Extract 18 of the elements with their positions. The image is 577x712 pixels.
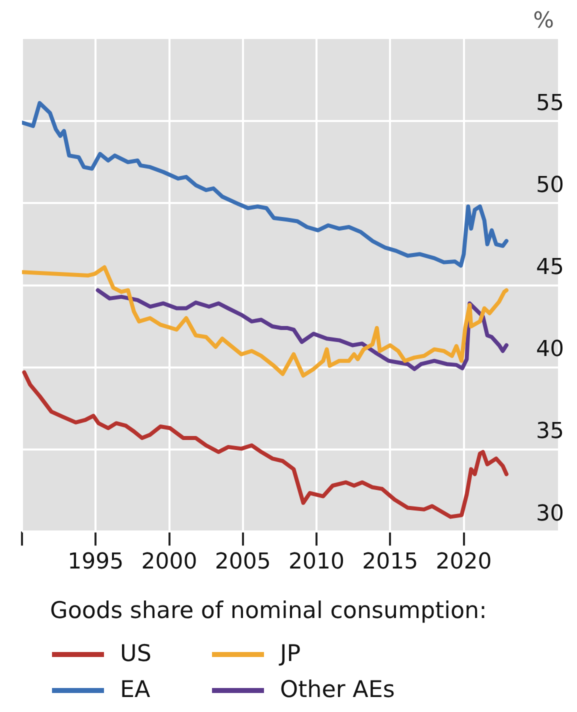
y-tick-label: 35: [536, 419, 564, 444]
legend-label: EA: [120, 677, 150, 703]
legend-title: Goods share of nominal consumption:: [50, 598, 487, 624]
y-tick-label: 55: [536, 90, 564, 116]
x-tick-label: 2020: [436, 550, 492, 575]
x-tick-label: 2015: [362, 550, 418, 575]
y-tick-label: 50: [536, 172, 564, 198]
legend-label: US: [120, 641, 152, 667]
x-tick-label: 2000: [141, 550, 198, 575]
y-tick-label: 45: [536, 255, 564, 280]
legend-label: Other AEs: [280, 677, 395, 703]
y-axis-title: %: [533, 8, 554, 34]
x-tick-label: 2005: [214, 550, 271, 575]
x-tick-label: 2010: [288, 550, 345, 575]
x-tick-label: 1995: [68, 550, 124, 575]
legend-label: JP: [280, 641, 301, 667]
y-tick-label: 30: [536, 501, 564, 526]
y-tick-label: 40: [536, 337, 564, 362]
